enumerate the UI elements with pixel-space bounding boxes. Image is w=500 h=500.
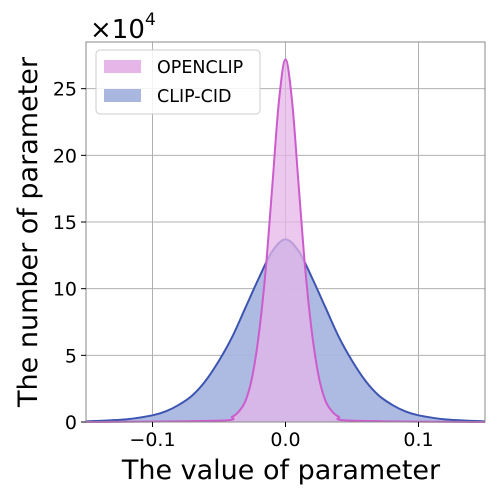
legend-swatch-openclip xyxy=(104,60,141,73)
x-tick-label: −0.1 xyxy=(129,429,175,451)
legend-label-clip-cid: CLIP-CID xyxy=(157,87,231,107)
x-tick-label: 0.0 xyxy=(270,429,300,451)
legend: OPENCLIP CLIP-CID xyxy=(95,49,261,115)
series-openclip-line xyxy=(85,58,486,423)
x-axis-label: The value of parameter xyxy=(121,455,441,486)
y-tick-label: 15 xyxy=(53,212,77,234)
series-layer xyxy=(85,58,486,423)
y-tick-label: 10 xyxy=(53,279,77,301)
y-offset-label: ×10 xyxy=(90,15,145,45)
y-tick-label: 0 xyxy=(65,412,77,434)
x-tick-label: 0.1 xyxy=(403,429,433,451)
y-tick-label: 5 xyxy=(65,345,77,367)
ticks: −0.1 0.0 0.1 0 5 10 15 20 25 xyxy=(53,79,434,451)
legend-swatch-clip-cid xyxy=(104,89,141,102)
y-tick-label: 25 xyxy=(53,79,77,101)
legend-label-openclip: OPENCLIP xyxy=(157,58,243,78)
series-openclip xyxy=(85,58,486,423)
series-openclip-area xyxy=(86,59,485,422)
y-tick-label: 20 xyxy=(53,145,77,167)
y-axis-label: The number of parameter xyxy=(13,56,44,408)
y-offset-exponent: 4 xyxy=(145,10,156,30)
